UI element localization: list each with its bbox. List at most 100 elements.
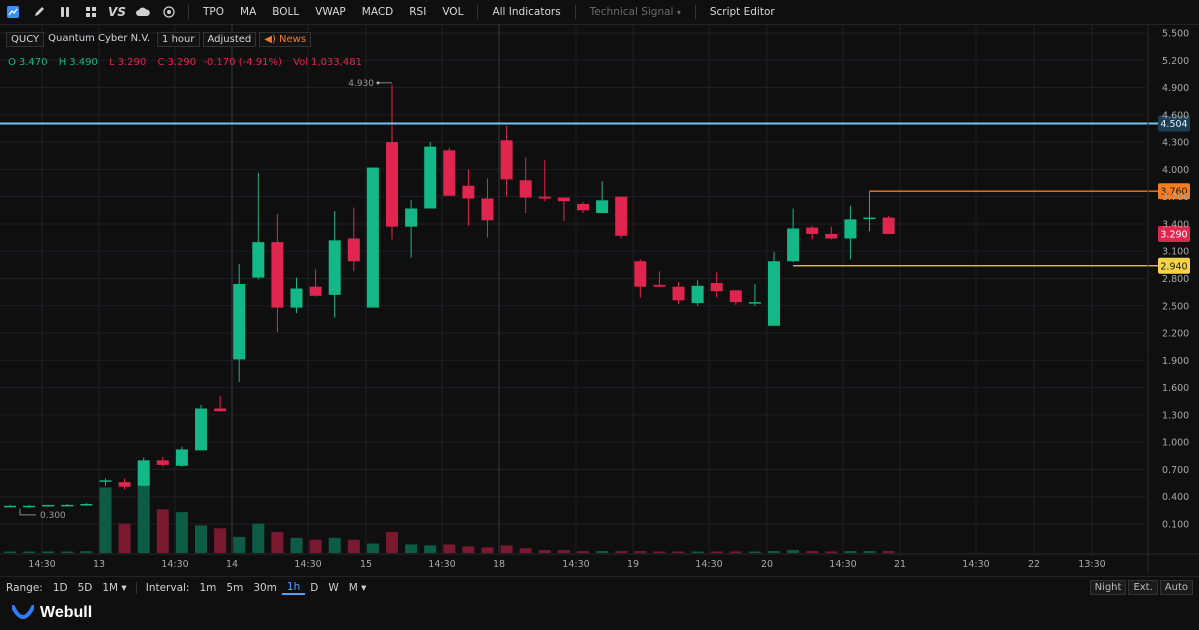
volume-bar (787, 550, 800, 553)
volume-bar (577, 551, 589, 553)
price-tick-label: 2.800 (1162, 274, 1189, 285)
candle-body (748, 302, 761, 304)
candle-body (23, 505, 36, 508)
open-label: O (8, 57, 16, 68)
candle-body (710, 283, 723, 292)
interval-5m-button[interactable]: 5m (226, 582, 244, 594)
time-tick-label: 19 (627, 559, 639, 570)
interval-m-dropdown[interactable]: M ▾ (348, 582, 367, 594)
volume-value: 1,033,481 (311, 57, 362, 68)
indicator-macd-button[interactable]: MACD (361, 6, 394, 18)
candle-body (61, 504, 74, 507)
layout-grid-icon[interactable] (78, 0, 104, 24)
night-toggle[interactable]: Night (1089, 580, 1127, 595)
time-tick-label: 18 (493, 559, 505, 570)
target-icon[interactable] (156, 0, 182, 24)
time-tick-label: 14:30 (695, 559, 722, 570)
toolbar-divider (188, 5, 189, 19)
candle-body (691, 285, 704, 304)
candle-body (214, 408, 227, 412)
news-chip[interactable]: ◀︎) News (259, 32, 312, 47)
volume-label: Vol (293, 57, 309, 68)
volume-bar (424, 545, 437, 553)
interval-30m-button[interactable]: 30m (253, 582, 277, 594)
candle-body (557, 197, 570, 202)
candle-body (806, 227, 819, 234)
time-tick-label: 14:30 (562, 559, 589, 570)
company-name-chip[interactable]: Quantum Cyber N.V. (48, 33, 151, 44)
all-indicators-button[interactable]: All Indicators (492, 6, 561, 18)
chart-type-icon[interactable] (0, 0, 26, 24)
extended-hours-toggle[interactable]: Ext. (1128, 580, 1158, 595)
price-tick-label: 2.200 (1162, 329, 1189, 340)
price-tick-label: 1.900 (1162, 356, 1189, 367)
symbol-info-row: QUCY Quantum Cyber N.V. 1 hour Adjusted … (6, 32, 314, 47)
close-label: C (157, 57, 165, 68)
indicator-rsi-button[interactable]: RSI (409, 6, 427, 18)
indicator-vol-button[interactable]: VOL (442, 6, 464, 18)
price-axis: 5.500 5.200 4.900 4.600 4.300 4.000 3.700 3.400… (0, 25, 1199, 573)
cloud-icon[interactable] (130, 0, 156, 24)
interval-d-button[interactable]: D (310, 582, 319, 594)
candle-body (787, 228, 800, 262)
time-tick-label: 14:30 (829, 559, 856, 570)
candle-body (672, 286, 685, 301)
candle-body (99, 480, 112, 482)
candle-body (405, 208, 418, 227)
interval-1h-button[interactable]: 1h (281, 581, 306, 595)
compare-icon[interactable] (52, 0, 78, 24)
ticker-chip[interactable]: QUCY (6, 32, 45, 47)
volume-bar (634, 551, 647, 553)
candle-body (500, 140, 513, 180)
brand-name: Webull (40, 604, 93, 621)
volume-bar (99, 487, 112, 553)
interval-chip[interactable]: 1 hour (157, 32, 200, 47)
candle-body (42, 504, 55, 507)
candle-body (252, 242, 265, 278)
volume-bar (290, 537, 303, 553)
indicator-boll-button[interactable]: BOLL (272, 6, 300, 18)
chart-grid (0, 25, 1146, 553)
vs-icon[interactable]: VS (108, 5, 126, 19)
volume-bar (271, 532, 284, 553)
volume-bar (748, 551, 761, 553)
indicator-ma-button[interactable]: MA (240, 6, 257, 18)
range-5d-button[interactable]: 5D (77, 582, 93, 594)
volume-bar (653, 551, 666, 553)
adjusted-chip[interactable]: Adjusted (202, 32, 257, 47)
session-toggles: Night Ext. Auto (1089, 580, 1193, 595)
range-1d-button[interactable]: 1D (52, 582, 68, 594)
auto-scale-toggle[interactable]: Auto (1159, 580, 1193, 595)
candle-body (768, 261, 780, 326)
range-1m-dropdown[interactable]: 1M ▾ (102, 582, 127, 594)
volume-bar (863, 551, 876, 553)
price-chart[interactable]: 4.930 0.300 4.504 3.760 3.290 2.940 5.500 5.2… (0, 25, 1199, 573)
time-tick-label: 14:30 (28, 559, 55, 570)
range-label: Range: (6, 582, 43, 594)
technical-signal-dropdown[interactable]: Technical Signal ▾ (582, 0, 689, 24)
candle-body (443, 150, 456, 196)
chart-area[interactable]: 4.930 0.300 4.504 3.760 3.290 2.940 5.500 5.2… (0, 25, 1199, 573)
indicator-vwap-button[interactable]: VWAP (315, 6, 346, 18)
candle-body (424, 146, 437, 209)
indicator-tpo-button[interactable]: TPO (203, 6, 225, 18)
draw-pencil-icon[interactable] (26, 0, 52, 24)
time-tick-label: 14:30 (428, 559, 455, 570)
top-toolbar: VS TPO MA BOLL VWAP MACD RSI VOL All Ind… (0, 0, 1199, 25)
candle-body (844, 219, 857, 239)
script-editor-button[interactable]: Script Editor (709, 6, 775, 18)
interval-w-button[interactable]: W (328, 582, 339, 594)
volume-bar (61, 551, 74, 553)
candle-body (309, 286, 322, 296)
price-tick-label: 1.600 (1162, 383, 1189, 394)
volume-bar (500, 545, 513, 553)
time-tick-label: 14:30 (161, 559, 188, 570)
volume-bar (729, 551, 742, 553)
candle-body (118, 482, 131, 487)
interval-1m-button[interactable]: 1m (199, 582, 217, 594)
low-annotation-line (19, 508, 36, 516)
volume-bar (214, 528, 227, 553)
volume-bar (405, 544, 418, 553)
time-tick-label: 21 (894, 559, 906, 570)
candle-body (328, 240, 341, 295)
